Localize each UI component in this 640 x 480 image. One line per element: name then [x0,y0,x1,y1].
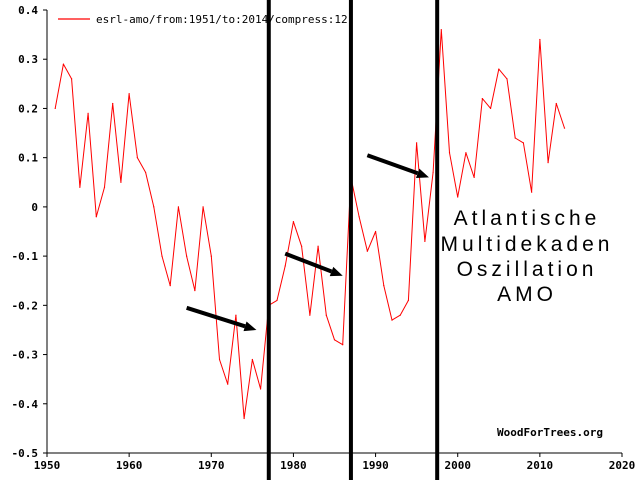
data-point [177,206,180,208]
data-point [259,388,262,390]
x-tick-label: 1970 [198,459,225,472]
data-point [54,107,56,110]
annotation-line-4: AMO [497,283,557,306]
data-point [399,314,401,316]
data-point [506,78,508,80]
data-point [563,127,566,129]
data-point [424,240,426,242]
data-point [309,314,311,316]
data-point [465,152,467,154]
data-point [333,339,336,341]
x-tick-label: 1960 [116,459,143,472]
data-point [514,137,516,139]
data-point [227,383,229,385]
arrow-shaft [186,305,246,329]
data-point [416,142,418,144]
data-point [128,93,130,95]
data-point [473,176,475,178]
arrow-head [329,266,343,277]
data-point [235,314,237,316]
y-tick-label: -0.5 [12,447,39,460]
data-point [366,250,368,252]
x-tick-label: 1990 [362,459,389,472]
data-point [202,206,204,208]
data-point [144,171,147,174]
y-tick-label: 0 [31,201,38,214]
data-point [251,358,253,361]
annotation-line-1: Atlantische [454,207,601,230]
data-point [448,152,451,154]
data-point [383,285,385,287]
data-point [136,157,138,159]
data-point [547,161,549,164]
legend-label: esrl-amo/from:1951/to:2014/compress:12 [96,13,348,26]
data-point [120,181,122,183]
data-point [161,255,163,257]
x-tick-label: 1950 [34,459,61,472]
data-point [391,319,393,321]
credit-label: WoodForTrees.org [497,426,603,439]
y-tick-label: 0.1 [18,152,38,165]
data-point [243,417,245,420]
data-point [498,68,500,70]
data-point [407,299,410,302]
data-point [531,191,533,193]
data-point [276,299,278,302]
y-tick-label: 0.3 [18,53,38,66]
y-tick-label: -0.2 [12,299,39,312]
data-point [481,98,483,100]
data-point [218,358,221,361]
data-point [374,230,377,233]
x-tick-label: 2010 [527,459,554,472]
data-point [440,29,442,31]
data-point [210,255,212,257]
x-tick-label: 2000 [444,459,471,472]
arrow-head [243,321,257,332]
data-point [186,255,188,257]
y-tick-label: 0.2 [18,102,38,115]
arrow-shaft [366,153,419,176]
data-point [358,216,360,218]
data-point [62,63,65,65]
y-tick-label: 0.4 [18,4,38,17]
data-point [457,196,459,198]
data-point [79,186,81,188]
data-point [153,206,155,208]
data-point [284,265,286,267]
data-point [87,112,89,114]
data-point [292,221,295,223]
arrow-shaft [284,251,333,274]
data-point [432,171,434,174]
data-point [112,102,114,105]
annotation-line-2: Multidekaden [441,233,614,256]
y-tick-label: -0.3 [12,349,39,362]
data-point [539,38,541,41]
x-tick-label: 2020 [609,459,636,472]
annotation-line-3: Oszillation [457,258,598,281]
data-point [301,245,303,247]
data-point [325,314,327,316]
data-point [71,78,73,80]
y-tick-label: -0.4 [12,398,39,411]
data-point [555,102,557,105]
data-point [342,344,344,346]
arrow-head [415,168,429,179]
data-point [522,142,525,144]
y-tick-label: -0.1 [12,250,39,263]
data-point [103,186,106,188]
data-point [489,107,492,110]
x-tick-label: 1980 [280,459,307,472]
data-point [317,245,319,247]
data-point [194,289,196,292]
data-point [95,216,97,218]
data-point [169,285,171,287]
